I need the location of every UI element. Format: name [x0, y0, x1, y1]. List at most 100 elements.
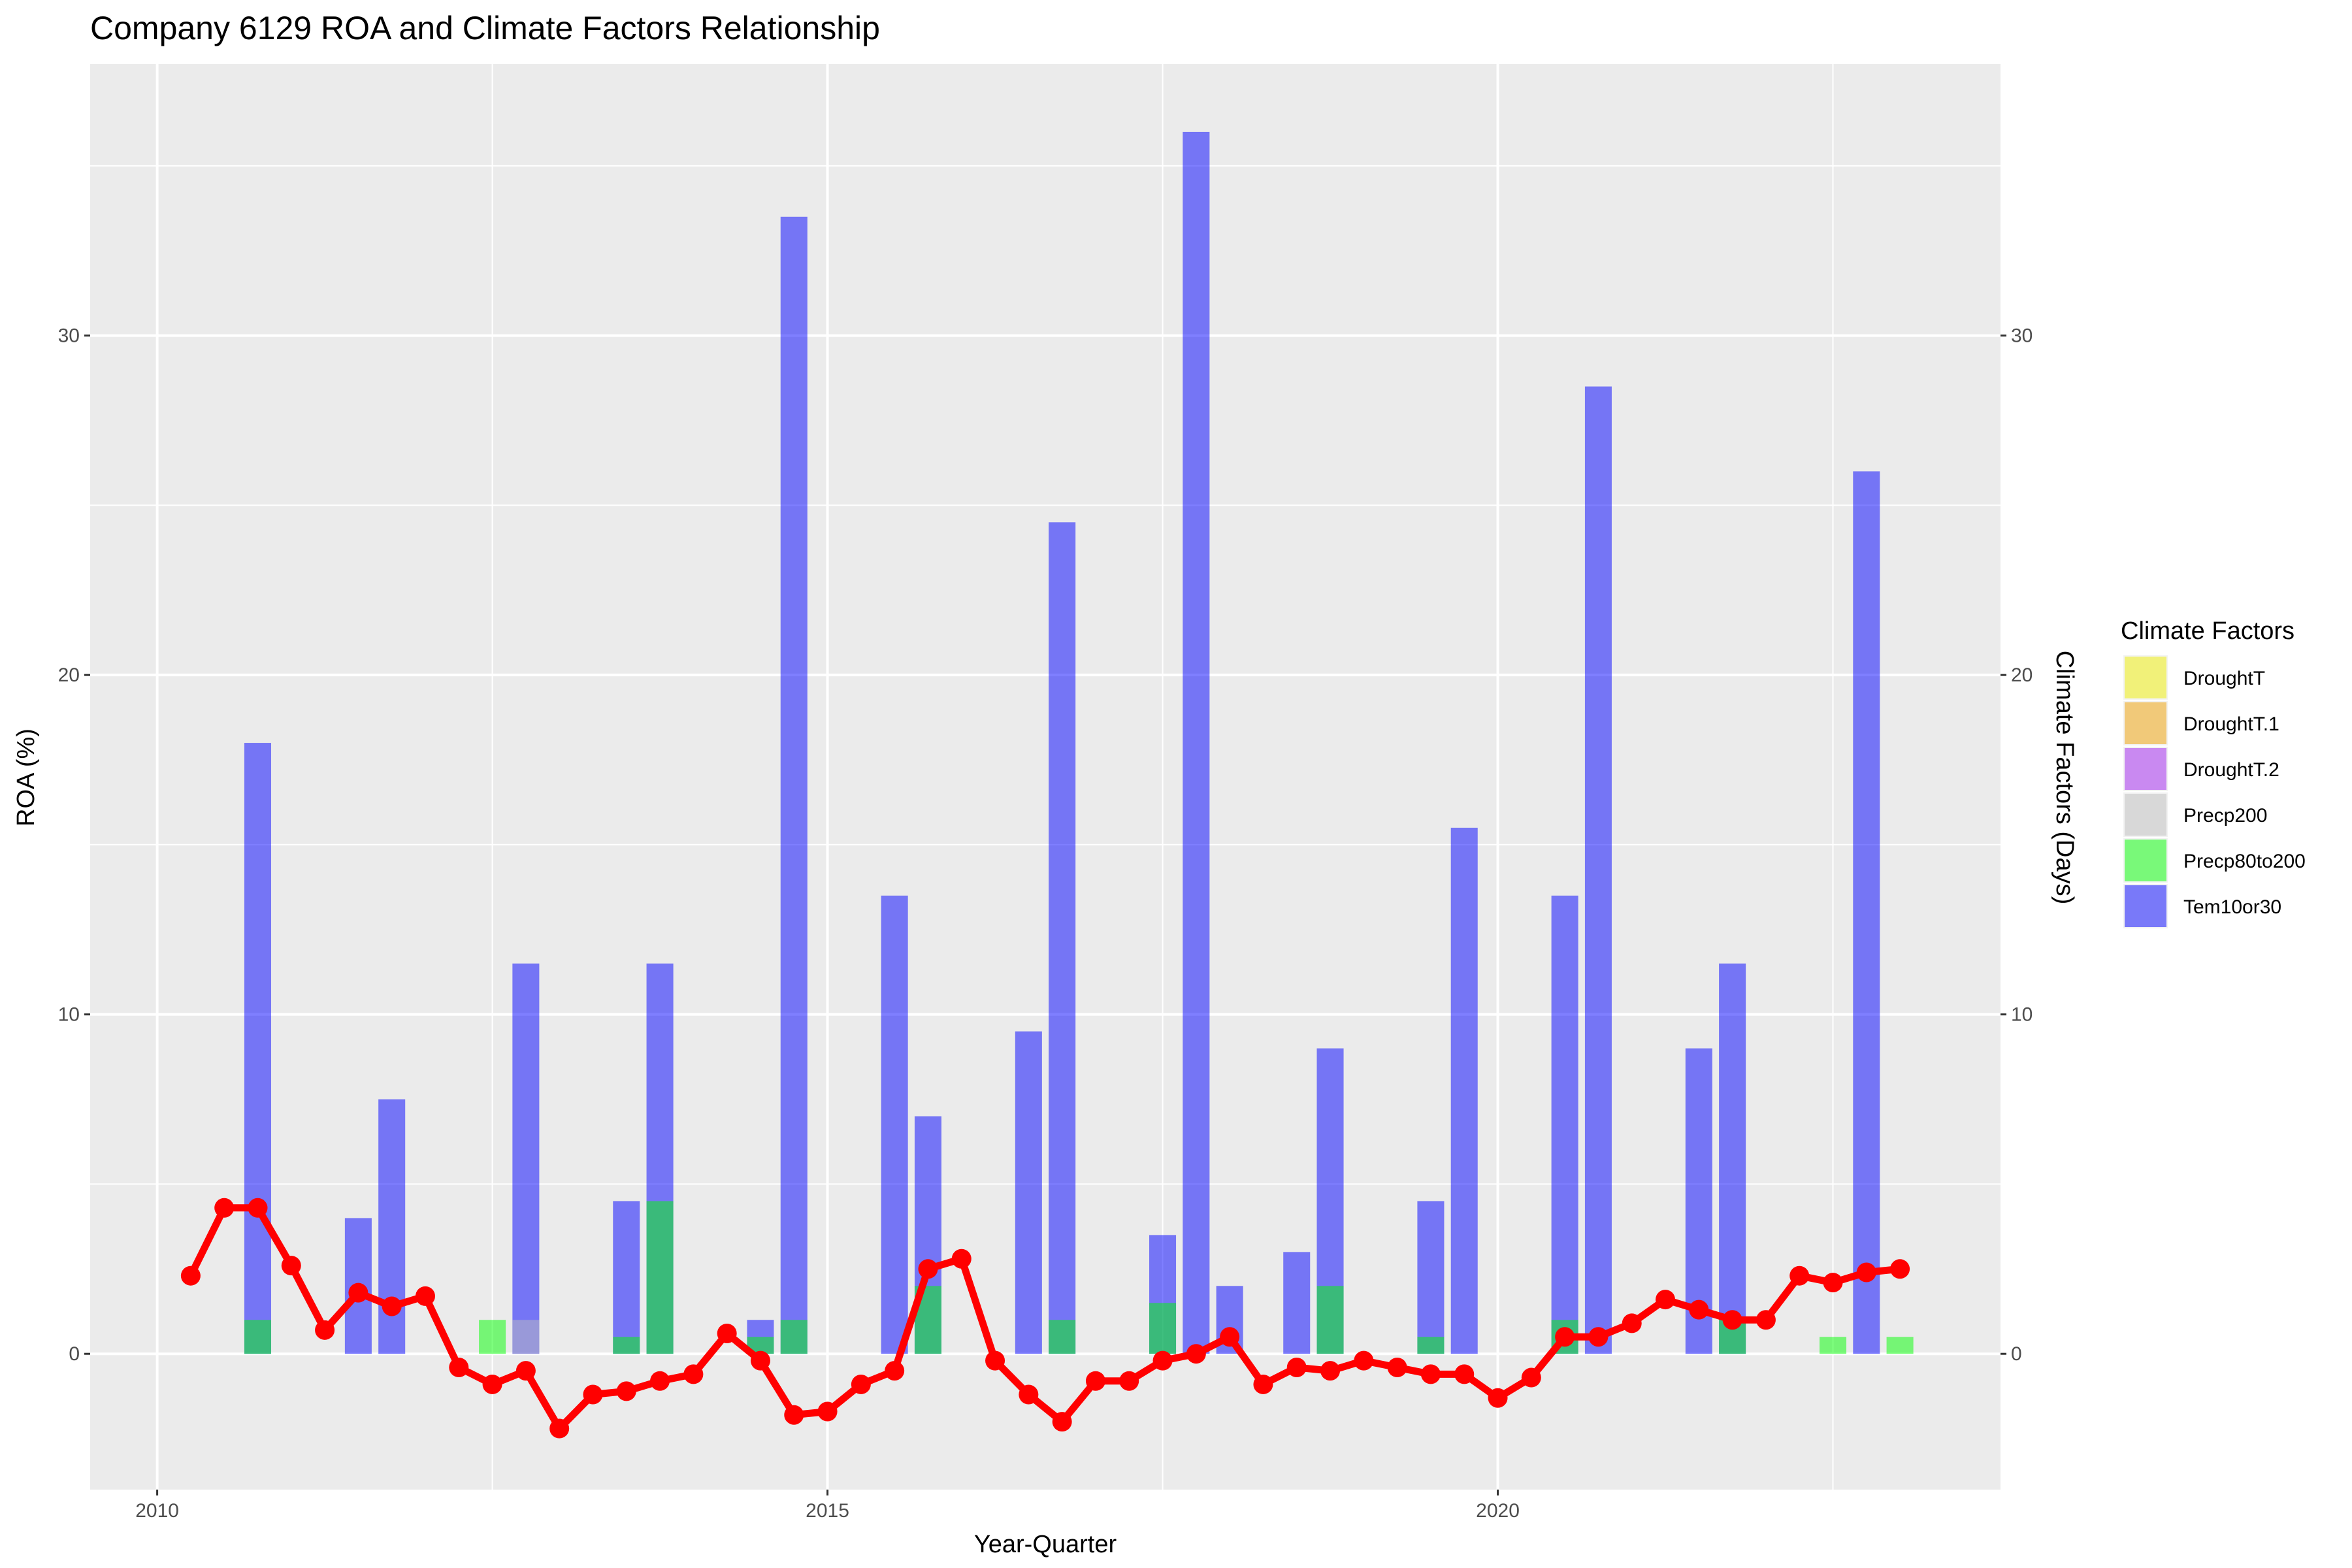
y-tick-label: 0	[69, 1343, 80, 1365]
bar-precp80to200	[1819, 1337, 1847, 1354]
roa-point	[851, 1374, 871, 1394]
roa-point	[1286, 1357, 1307, 1377]
legend-label: Precp200	[2183, 805, 2267, 826]
roa-point	[1186, 1344, 1206, 1364]
x-axis-title: Year-Quarter	[974, 1531, 1117, 1558]
roa-point	[1387, 1357, 1407, 1377]
y2-tick-label: 30	[2011, 325, 2033, 347]
roa-point	[1622, 1313, 1642, 1333]
roa-point	[1454, 1364, 1475, 1384]
bar-precp200	[512, 1320, 540, 1354]
legend-key-precp200	[2125, 794, 2166, 836]
roa-point	[214, 1198, 235, 1218]
roa-point	[1354, 1350, 1374, 1371]
grid-lines	[90, 64, 2001, 1490]
roa-point	[683, 1364, 704, 1384]
bar-tem10or30	[1450, 827, 1478, 1354]
bar-precp80to200	[479, 1320, 506, 1354]
legend-label: DroughtT.2	[2183, 759, 2279, 781]
roa-point	[482, 1374, 502, 1394]
bar-tem10or30	[1049, 522, 1076, 1354]
bar-tem10or30	[244, 743, 272, 1354]
bar-tem10or30	[1551, 895, 1578, 1354]
bar-tem10or30	[512, 963, 540, 1354]
roa-point	[1823, 1273, 1843, 1293]
roa-point	[951, 1249, 972, 1269]
legend-label: Precp80to200	[2183, 851, 2306, 872]
roa-point	[1722, 1310, 1742, 1330]
y2-tick-label: 10	[2011, 1004, 2033, 1026]
roa-point	[583, 1384, 603, 1405]
y-tick-label: 10	[58, 1004, 80, 1026]
roa-point	[1488, 1388, 1508, 1408]
legend-key-droughtt-1	[2125, 702, 2166, 744]
axes: 0 10 20 30 0 10 20 30 2010 2015 2020	[58, 325, 2033, 1522]
roa-point	[1085, 1371, 1105, 1391]
roa-point	[1521, 1367, 1541, 1388]
bar-tem10or30	[1853, 471, 1880, 1354]
bar-precp80to200	[613, 1337, 640, 1354]
bar-precp80to200	[1149, 1303, 1177, 1354]
bar-precp80to200	[1886, 1337, 1914, 1354]
x-tick-label: 2020	[1476, 1500, 1520, 1522]
roa-point	[1320, 1361, 1341, 1381]
roa-point	[717, 1324, 737, 1344]
roa-point	[1588, 1327, 1609, 1347]
roa-point	[1689, 1299, 1709, 1320]
legend-label: DroughtT	[2183, 668, 2265, 689]
bar-tem10or30	[1719, 963, 1746, 1354]
bar-precp80to200	[646, 1201, 674, 1354]
roa-point	[985, 1350, 1005, 1371]
roa-point	[515, 1361, 536, 1381]
roa-point	[180, 1266, 201, 1286]
bar-tem10or30	[1283, 1252, 1311, 1354]
bar-tem10or30	[613, 1201, 640, 1354]
bar-precp80to200	[1049, 1320, 1076, 1354]
roa-point	[1152, 1350, 1173, 1371]
roa-point	[1220, 1327, 1240, 1347]
roa-point	[1420, 1364, 1441, 1384]
y-axis-right-title: Climate Factors (Days)	[2051, 651, 2078, 905]
y-tick-label: 20	[58, 664, 80, 686]
x-axis-ticks: 2010 2015 2020	[135, 1490, 1520, 1522]
bar-precp80to200	[244, 1320, 272, 1354]
roa-point	[750, 1350, 770, 1371]
roa-point	[1656, 1290, 1676, 1310]
roa-point	[1789, 1266, 1810, 1286]
bar-tem10or30	[1417, 1201, 1445, 1354]
bar-tem10or30	[1584, 386, 1612, 1354]
y-axis-left-title: ROA (%)	[12, 728, 40, 826]
legend: Climate Factors DroughtTDroughtT.1Drough…	[2121, 617, 2306, 928]
roa-point	[616, 1381, 636, 1401]
roa-point	[1119, 1371, 1139, 1391]
chart-title: Company 6129 ROA and Climate Factors Rel…	[90, 10, 880, 46]
legend-label: DroughtT.1	[2183, 713, 2279, 735]
roa-point	[1019, 1384, 1039, 1405]
roa-point	[248, 1198, 268, 1218]
roa-point	[1856, 1262, 1876, 1282]
roa-point	[382, 1296, 402, 1316]
bar-precp80to200	[1316, 1286, 1344, 1354]
plot-panel	[90, 64, 2001, 1490]
y2-tick-label: 0	[2011, 1343, 2022, 1365]
roa-point	[784, 1405, 804, 1425]
roa-point	[918, 1259, 938, 1279]
y2-tick-label: 20	[2011, 664, 2033, 686]
legend-key-droughtt-2	[2125, 748, 2166, 790]
bar-tem10or30	[1183, 131, 1210, 1354]
roa-point	[650, 1371, 670, 1391]
y-axis-right-ticks: 0 10 20 30	[2001, 325, 2033, 1365]
legend-items: DroughtT DroughtT.1 DroughtT.2 Precp200 Prec…	[2123, 655, 2306, 928]
roa-point	[885, 1361, 905, 1381]
roa-point	[1555, 1327, 1575, 1347]
roa-point	[281, 1256, 301, 1276]
roa-point	[348, 1282, 368, 1303]
x-tick-label: 2010	[135, 1500, 179, 1522]
roa-point	[1253, 1374, 1273, 1394]
bar-tem10or30	[780, 216, 808, 1354]
roa-point	[1052, 1412, 1072, 1432]
bar-tem10or30	[1015, 1031, 1042, 1354]
bar-precp80to200	[1417, 1337, 1445, 1354]
y-axis-left-ticks: 0 10 20 30	[58, 325, 90, 1365]
roa-point	[315, 1320, 335, 1340]
